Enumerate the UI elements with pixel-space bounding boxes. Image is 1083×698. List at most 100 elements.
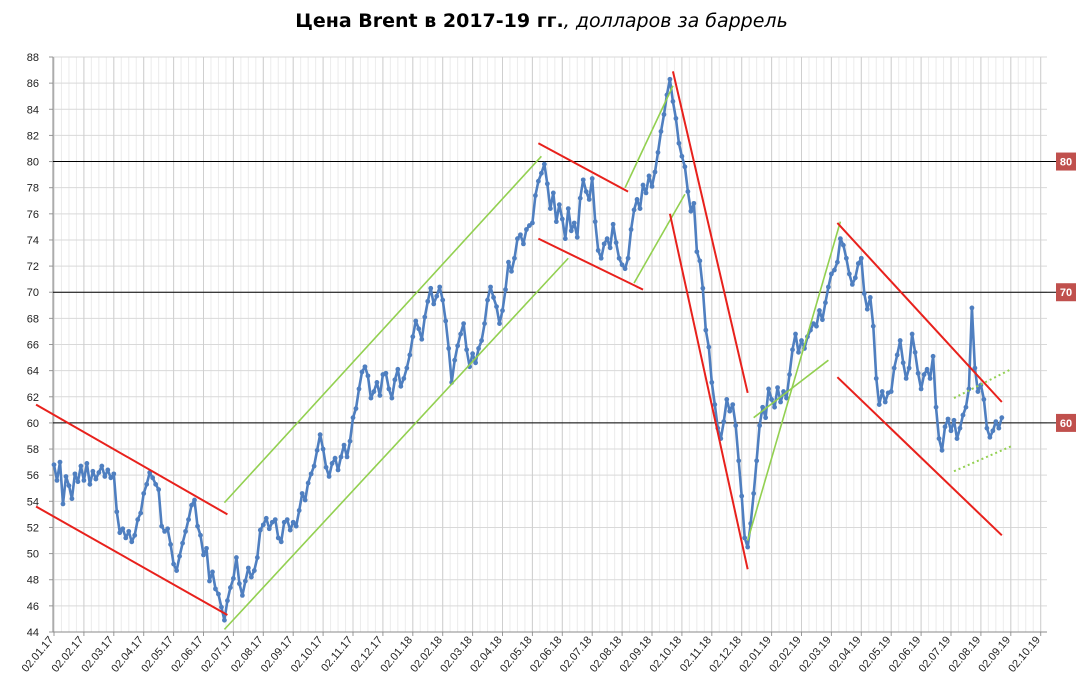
data-point <box>763 415 769 421</box>
data-point <box>434 293 440 299</box>
y-tick-label: 60 <box>27 418 39 430</box>
data-point <box>207 578 212 584</box>
data-point <box>778 399 783 405</box>
data-point <box>500 308 505 313</box>
data-point <box>138 510 144 516</box>
data-point <box>503 287 508 293</box>
data-point <box>359 369 365 375</box>
data-point <box>831 267 837 273</box>
data-point <box>745 544 751 550</box>
data-point <box>939 447 945 453</box>
data-point <box>924 366 930 372</box>
data-point <box>820 317 825 323</box>
data-point <box>368 395 374 401</box>
data-point <box>111 471 117 477</box>
data-point <box>616 255 622 261</box>
data-point <box>392 377 398 383</box>
data-point <box>216 591 221 597</box>
data-point <box>538 170 544 176</box>
data-point <box>981 396 987 402</box>
data-point <box>766 386 772 392</box>
data-point <box>547 206 553 211</box>
data-point <box>278 539 284 545</box>
data-point <box>470 351 475 357</box>
data-point <box>530 220 535 226</box>
data-point <box>506 259 511 265</box>
data-point <box>171 561 177 567</box>
y-tick-label: 88 <box>27 52 39 64</box>
data-point <box>302 497 308 503</box>
data-point <box>658 129 664 134</box>
data-point <box>679 153 685 159</box>
data-point <box>933 404 939 410</box>
data-point <box>637 206 643 211</box>
x-tick-label: 02.10.18 <box>647 634 684 675</box>
data-point <box>524 227 529 232</box>
data-point <box>344 454 350 460</box>
data-point <box>849 281 855 287</box>
data-point <box>99 463 105 469</box>
data-point <box>479 338 484 343</box>
data-point <box>550 190 556 196</box>
data-point <box>395 366 401 372</box>
data-point <box>509 268 514 274</box>
data-point <box>670 99 676 104</box>
y-tick-label: 52 <box>27 522 39 534</box>
data-point <box>574 234 580 240</box>
trend-line <box>223 257 569 630</box>
data-point <box>293 523 299 529</box>
data-point <box>541 161 547 167</box>
data-point <box>404 365 410 371</box>
y-tick-label: 70 <box>27 287 39 299</box>
level-badge-label: 60 <box>1060 418 1072 430</box>
data-point <box>347 438 353 444</box>
y-tick-label: 78 <box>27 183 39 195</box>
data-point <box>906 365 912 371</box>
data-point <box>784 395 789 401</box>
data-point <box>455 343 461 349</box>
data-point <box>102 474 108 479</box>
data-point <box>927 376 933 381</box>
data-point <box>329 461 335 466</box>
data-point <box>123 535 129 541</box>
trend-line <box>671 71 749 394</box>
data-point <box>861 291 867 296</box>
data-point <box>126 528 132 534</box>
data-point <box>156 487 162 492</box>
data-point <box>843 255 849 261</box>
x-tick-label: 02.10.17 <box>289 634 326 675</box>
data-point <box>458 331 464 337</box>
data-point <box>837 236 843 242</box>
trend-line <box>953 368 1012 399</box>
data-point <box>787 372 792 377</box>
data-point <box>213 586 218 592</box>
data-point <box>323 464 329 470</box>
data-point <box>622 266 628 272</box>
data-point <box>356 386 362 392</box>
data-point <box>829 271 834 277</box>
data-point <box>129 539 135 545</box>
data-point <box>814 323 819 329</box>
data-point <box>248 574 254 580</box>
x-axis-ticks: 02.01.1702.02.1702.03.1702.04.1702.05.17… <box>20 632 1043 675</box>
data-point <box>488 284 493 290</box>
data-point <box>846 271 852 277</box>
data-point <box>999 415 1005 421</box>
y-tick-label: 64 <box>27 366 39 378</box>
data-point <box>969 305 975 311</box>
data-point <box>667 76 673 82</box>
data-point <box>57 459 63 465</box>
data-point <box>858 255 864 261</box>
data-point <box>556 202 562 208</box>
data-point <box>625 255 631 261</box>
data-point <box>706 344 712 350</box>
data-point <box>595 248 601 253</box>
data-point <box>192 497 197 503</box>
trend-line <box>35 403 228 516</box>
data-point <box>769 396 774 402</box>
data-point <box>446 346 452 351</box>
data-point <box>210 569 215 575</box>
data-point <box>69 496 75 502</box>
data-point <box>562 236 568 242</box>
trend-line <box>953 445 1012 473</box>
